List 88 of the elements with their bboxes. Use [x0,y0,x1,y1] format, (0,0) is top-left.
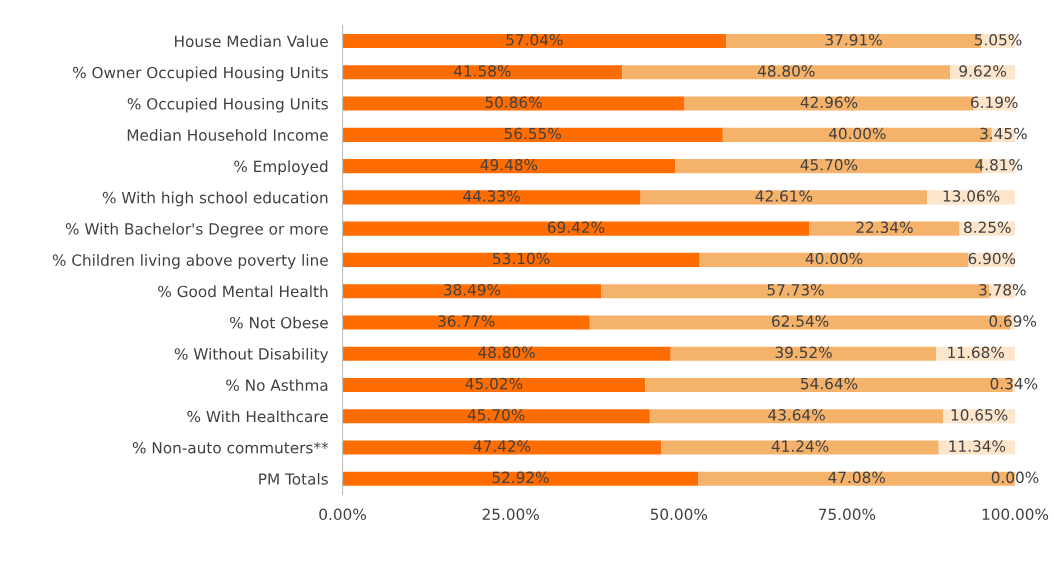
bar [342,252,700,267]
data-label: 43.64% [768,409,825,421]
data-label: 45.70% [800,158,858,171]
data-label: 62.54% [772,315,829,327]
x-tick-label: 100.00% [982,508,1049,521]
data-label: 6.19% [971,96,1018,109]
bar [342,284,602,299]
data-label: 48.80% [478,346,535,359]
bar [661,440,939,455]
data-label: 47.08% [828,471,885,484]
data-label: 38.49% [444,284,501,296]
y-tick-label: % Good Mental Health [158,285,328,298]
data-label: 22.34% [856,221,913,234]
bar [342,377,646,392]
y-tick-label: % Not Obese [230,316,328,329]
data-label: 47.42% [473,440,531,452]
data-label: 40.00% [828,127,886,140]
bar [342,440,662,455]
y-tick-label: % Occupied Housing Units [127,97,328,113]
bar [670,346,937,361]
x-tick-label: 25.00% [482,508,539,521]
y-tick-label: Median Household Income [127,129,328,141]
data-label: 37.91% [825,33,882,46]
x-tick-label: 0.00% [319,508,366,521]
data-label: 0.00% [991,471,1039,484]
data-label: 8.25% [964,221,1011,234]
data-label: 69.42% [547,221,605,234]
y-tick-label: % With Healthcare [187,410,328,423]
bar [342,346,671,361]
data-label: 54.64% [801,377,858,390]
bar [699,252,969,267]
data-label: 10.65% [951,409,1008,421]
bar [622,65,951,80]
data-label: 4.81% [975,158,1023,171]
y-tick-label: % Without Disability [174,347,329,363]
x-tick-label: 50.00% [650,508,708,521]
data-label: 36.77% [438,315,495,327]
y-tick-label: % Non-auto commuters** [132,441,329,454]
bar [938,440,1015,455]
bar [342,159,676,174]
bar [809,221,960,236]
data-label: 40.00% [805,252,863,265]
data-label: 6.90% [968,252,1016,265]
y-tick-label: % With high school education [102,191,328,207]
y-tick-label: PM Totals [259,472,328,485]
bar [342,127,723,142]
data-label: 3.78% [979,284,1026,296]
y-tick-label: % Children living above poverty line [52,254,328,269]
y-tick-label: % With Bachelor's Degree or more [65,222,328,238]
bar [342,190,641,205]
data-label: 48.80% [757,65,815,77]
data-label: 52.92% [492,471,549,484]
data-label: 0.69% [989,315,1037,327]
data-label: 53.10% [493,252,550,265]
bar [342,65,623,80]
data-label: 41.24% [771,440,829,452]
bar [342,471,699,486]
data-label: 42.61% [755,190,813,202]
data-label: 44.33% [463,190,520,202]
data-label: 45.70% [467,409,525,421]
data-label: 39.52% [775,346,832,359]
data-label: 57.73% [767,284,824,296]
data-label: 9.62% [959,65,1007,77]
data-label: 0.34% [990,377,1038,390]
data-label: 3.45% [980,127,1027,140]
bar [342,34,727,49]
data-label: 41.58% [453,65,511,77]
data-label: 5.05% [974,33,1022,46]
data-label: 13.06% [943,190,1000,202]
y-tick-label: % Employed [234,160,328,176]
data-label: 45.02% [465,377,523,390]
bar [342,315,590,330]
data-label: 11.68% [948,346,1005,359]
data-label: 57.04% [506,33,563,46]
bar [649,409,944,424]
data-label: 56.55% [504,127,561,140]
bar [342,96,685,111]
y-tick-label: House Median Value [175,35,328,48]
data-label: 50.86% [485,96,542,109]
data-label: 42.96% [800,96,858,109]
bar [342,409,650,424]
data-label: 11.34% [949,440,1006,452]
data-label: 49.48% [480,158,538,171]
x-tick-label: 75.00% [819,508,876,521]
bar [640,190,928,205]
y-tick-label: % No Asthma [226,379,328,391]
y-tick-label: % Owner Occupied Housing Units [72,66,328,82]
bar [342,221,810,236]
